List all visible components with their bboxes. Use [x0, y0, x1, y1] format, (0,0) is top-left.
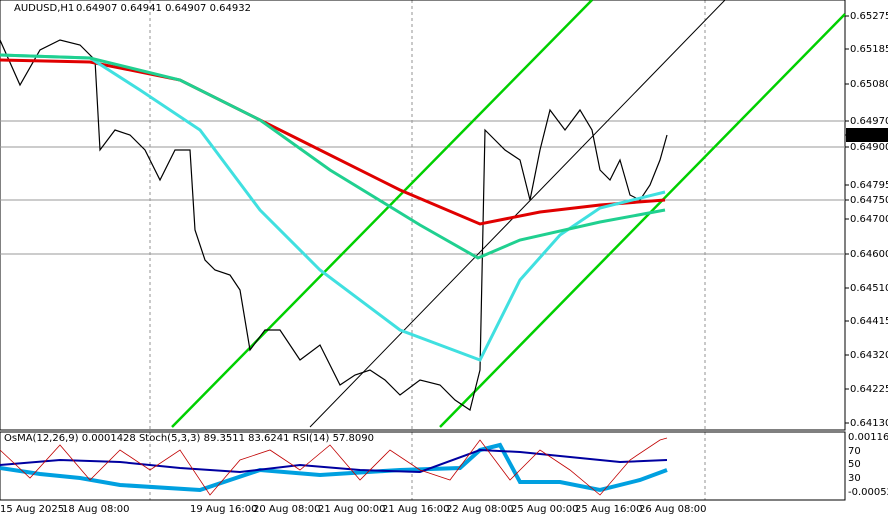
price-label: 0.64415	[850, 316, 888, 327]
symbol: AUDUSD,H1	[14, 3, 74, 14]
indicator-panel	[0, 431, 846, 501]
main-panel	[0, 0, 846, 431]
time-label: 25 Aug 16:00	[575, 504, 642, 515]
ma-cyan	[0, 53, 666, 362]
time-label: 26 Aug 08:00	[639, 504, 706, 515]
price-label: 0.64225	[850, 384, 888, 395]
grid	[0, 0, 845, 500]
time-label: 21 Aug 16:00	[382, 504, 449, 515]
price-label: 0.64320	[850, 350, 888, 361]
time-label: 19 Aug 16:00	[190, 504, 257, 515]
price-label: 0.64932	[850, 130, 888, 141]
indicator-label: OsMA(12,26,9) 0.0001428 Stoch(5,3,3) 89.…	[4, 433, 374, 444]
indicator-axis-label: 50	[848, 459, 861, 470]
time-label: 18 Aug 08:00	[62, 504, 129, 515]
price-label: 0.64795	[850, 180, 888, 191]
time-label: 20 Aug 08:00	[253, 504, 320, 515]
indicator-axis-label: -0.000520	[848, 487, 888, 498]
oscillators	[0, 437, 668, 496]
price-label: 0.64130	[850, 418, 888, 429]
indicator-axis-label: 30	[848, 473, 861, 484]
time-label: 21 Aug 00:00	[318, 504, 385, 515]
indicator-axis-label: 0.001160	[848, 432, 888, 443]
price-label: 0.65275	[850, 11, 888, 22]
price-label: 0.64970	[850, 116, 888, 127]
price-label: 0.64900	[850, 142, 888, 153]
time-label: 22 Aug 08:00	[446, 504, 513, 515]
time-label: 25 Aug 00:00	[511, 504, 578, 515]
time-label: 15 Aug 2025	[0, 504, 64, 515]
price-label: 0.65185	[850, 44, 888, 55]
price-label: 0.65080	[850, 79, 888, 90]
ohlc: 0.64907 0.64941 0.64907 0.64932	[76, 3, 251, 14]
price-line	[0, 39, 668, 411]
price-label: 0.64600	[850, 249, 888, 260]
price-label: 0.64510	[850, 283, 888, 294]
channel-lines	[171, 0, 846, 428]
indicator-axis-label: 70	[848, 446, 861, 457]
ma-teal	[0, 53, 666, 260]
price-label: 0.64750	[850, 195, 888, 206]
current-price-box	[846, 128, 888, 142]
ma-red	[0, 58, 666, 226]
price-label: 0.64700	[850, 214, 888, 225]
